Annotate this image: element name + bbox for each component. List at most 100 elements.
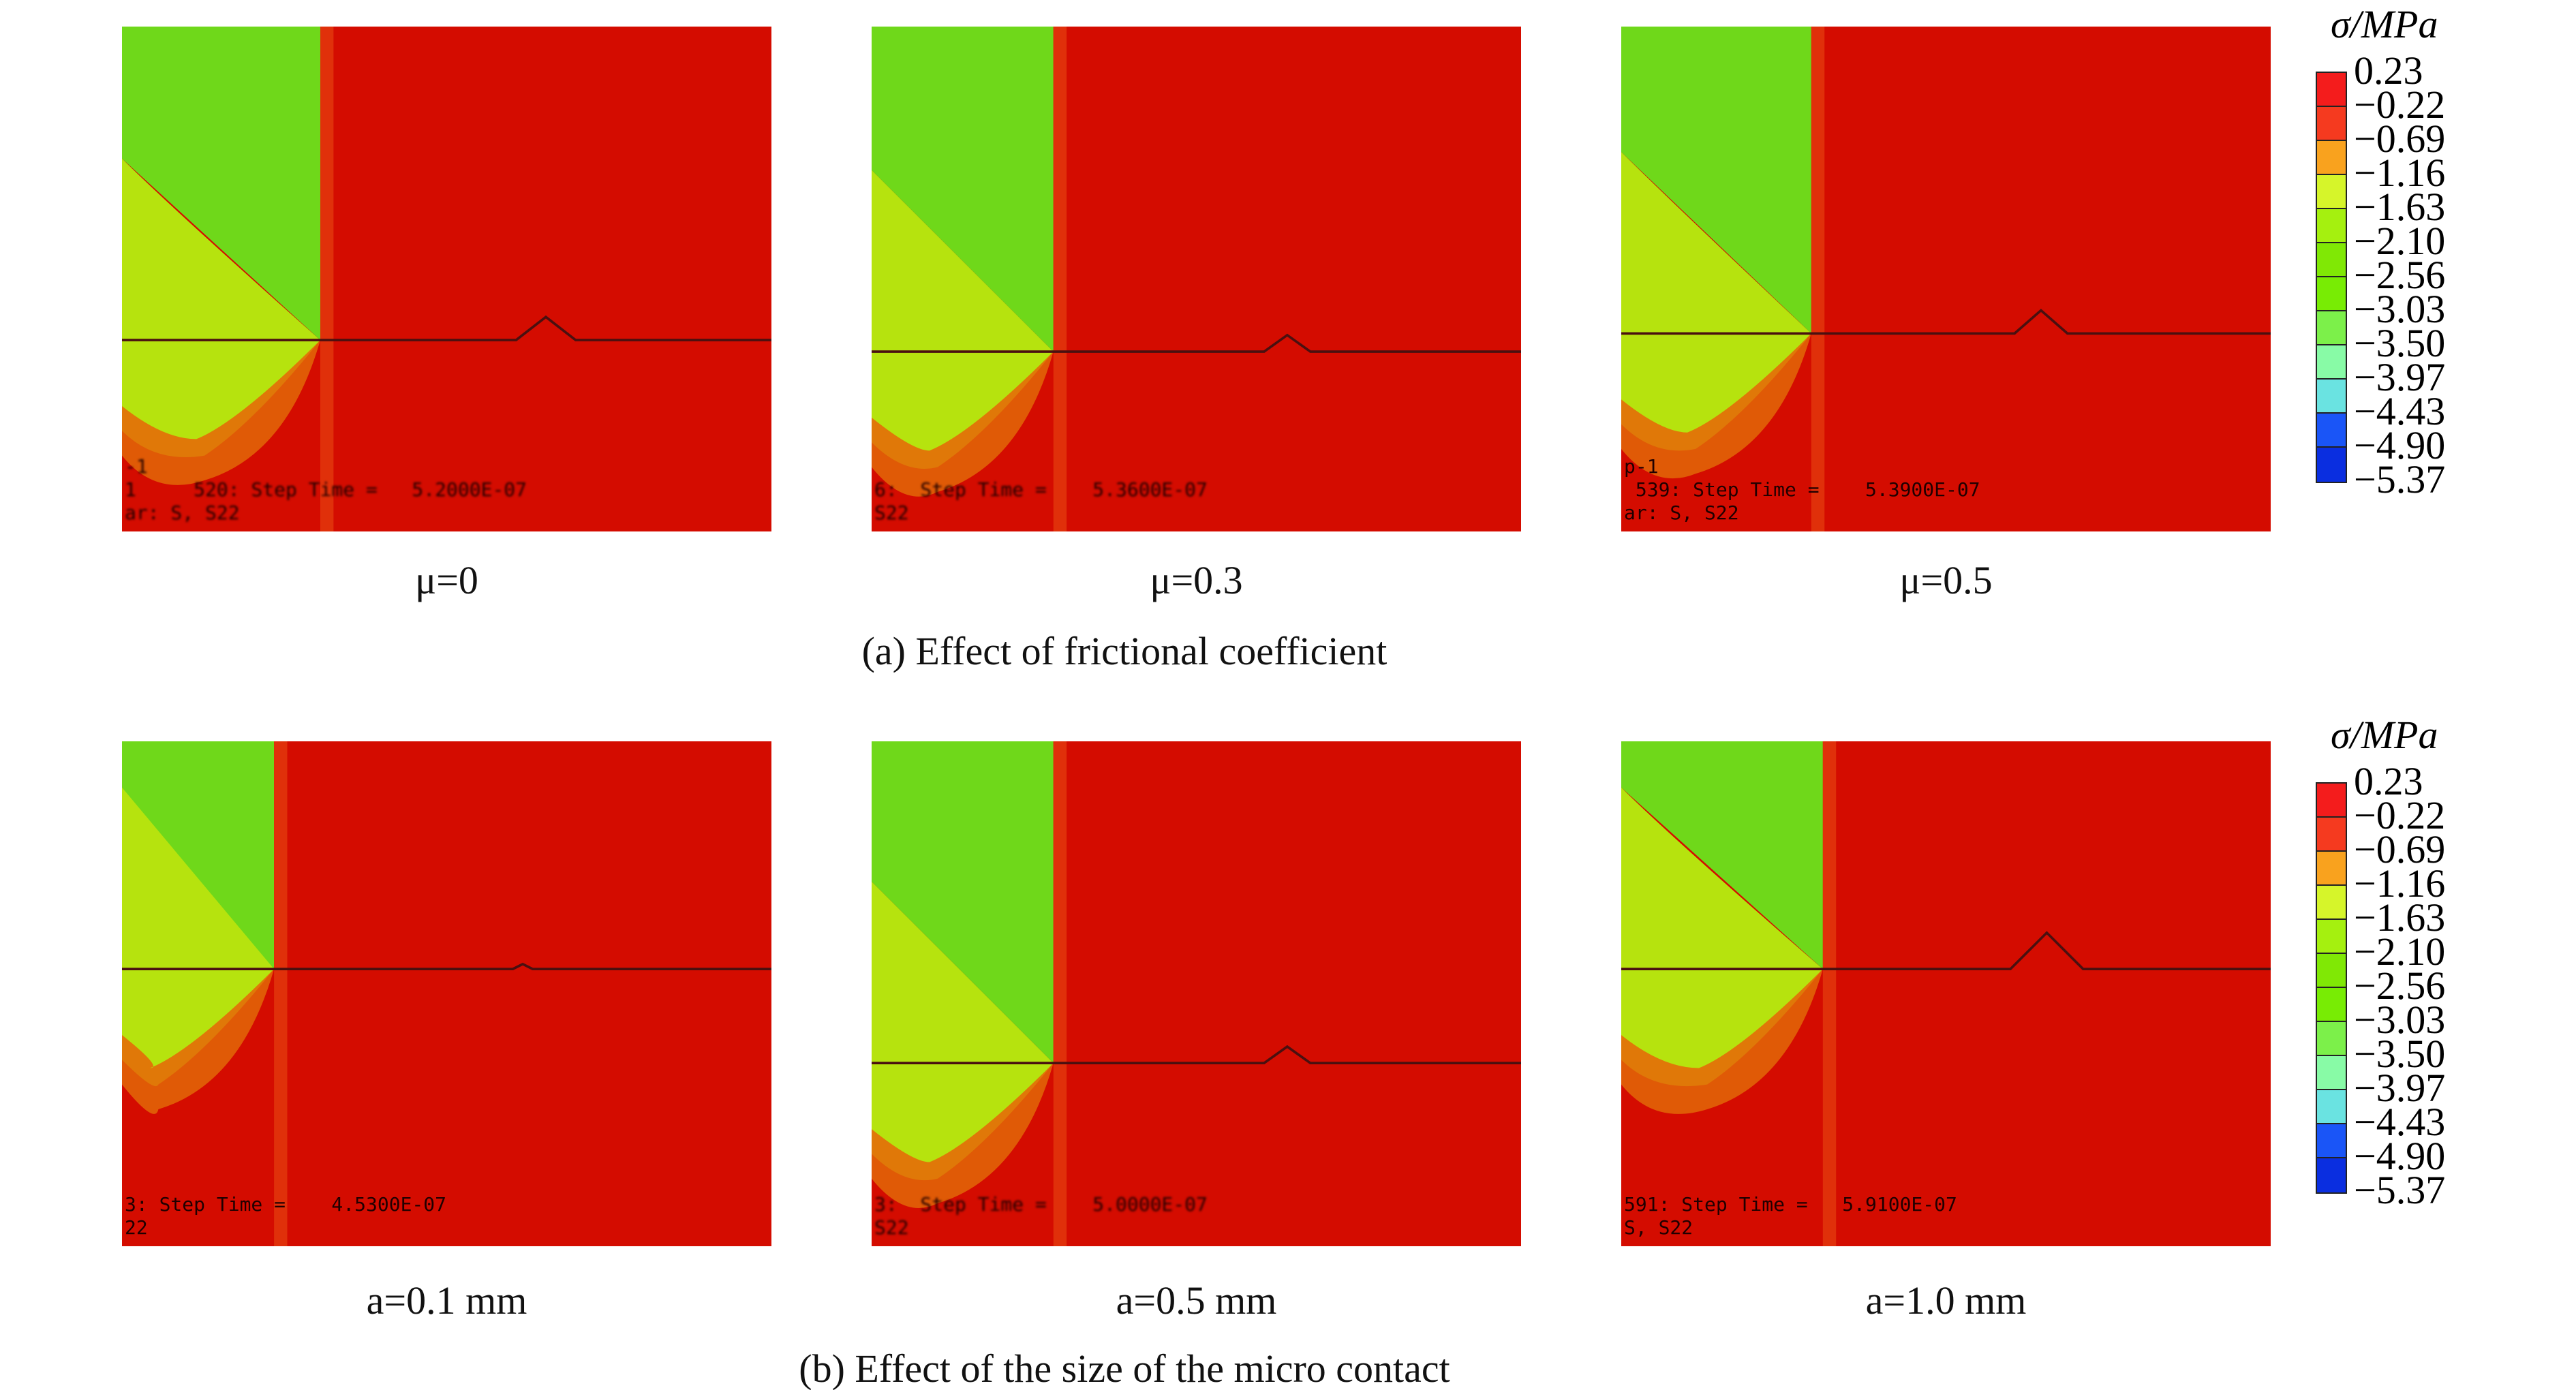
legend-swatch [2317,380,2346,414]
boundary-band [274,741,288,1246]
legend-tick-label: −2.10 [2354,929,2446,974]
step-time-line: 6: Step Time = 5.3600E-07 [874,478,1208,501]
punch-region [122,741,275,970]
step-time-line: -1 [125,455,148,478]
legend-swatch [2317,1056,2346,1090]
step-time-line: p-1 [1624,455,1659,478]
contact-interface-line [122,962,771,970]
panel-label: a=0.1 mm [366,1278,527,1323]
legend-tick-label: −1.16 [2354,861,2446,906]
legend-swatch [2317,345,2346,380]
step-time-line: 591: Step Time = 5.9100E-07 [1624,1193,1957,1216]
step-time-line: S, S22 [1624,1216,1693,1239]
step-time-annotation: 3: Step Time = 5.0000E-07 S22 [874,1170,1208,1239]
legend-swatch [2317,107,2346,141]
step-time-line: 1 520: Step Time = 5.2000E-07 [125,478,527,501]
color-legend: σ/MPa 0.23 −0.22 −0.69 −1.16 −1.63 −2.10 −2.56−… [2310,712,2576,1284]
stress-contour-plot: -1 1 520: Step Time = 5.2000E-07 ar: S, S2… [122,27,771,531]
legend-tick-label: −4.90 [2354,423,2446,467]
contact-interface-line [122,315,771,341]
legend-swatch [2317,988,2346,1022]
legend-tick-label: −4.90 [2354,1134,2446,1178]
color-legend: σ/MPa 0.23 −0.22 −0.69 −1.16 −1.63 −2.10 −2.56−… [2310,1,2576,574]
legend-swatch [2317,73,2346,107]
legend-title: σ/MPa [2331,2,2438,46]
legend-tick-label: −4.43 [2354,1100,2446,1144]
step-time-line [1624,1170,1957,1193]
legend-tick-label: −2.56 [2354,963,2446,1008]
panel-label: μ=0.3 [1150,558,1243,602]
stress-contour-plot: 6: Step Time = 5.3600E-07 S22 [872,27,1521,531]
punch-region [1621,27,1811,334]
stress-contour-plot: 3: Step Time = 5.0000E-07 S22 [872,741,1521,1246]
legend-tick-label: −0.22 [2354,793,2446,837]
panel-label: a=1.0 mm [1865,1278,2027,1323]
legend-tick-label: −0.22 [2354,82,2446,127]
step-time-line: 22 [125,1216,148,1239]
compression-wedge [122,158,320,439]
step-time-line [874,455,1208,478]
compression-wedge [1621,152,1811,433]
compression-wedge [872,170,1054,451]
row-caption: (a) Effect of frictional coefficient [861,629,1387,673]
boundary-band [1053,741,1067,1246]
legend-tick-label: −1.63 [2354,895,2446,940]
legend-tick-label: −0.69 [2354,827,2446,871]
legend-swatch [2317,243,2346,277]
panel-label: μ=0 [415,558,478,602]
step-time-line: S22 [874,501,909,524]
step-time-line [874,1170,1208,1193]
step-time-line: ar: S, S22 [1624,501,1739,524]
compression-wedge [872,881,1054,1162]
legend-tick-label: 0.23 [2354,759,2423,803]
legend-swatch [2317,209,2346,243]
legend-swatch [2317,1158,2346,1192]
legend-swatch [2317,852,2346,886]
step-time-line: 3: Step Time = 5.0000E-07 [874,1193,1208,1216]
stress-contour-plot: 3: Step Time = 4.5300E-07 22 [122,741,771,1246]
contact-interface-line [1621,309,2271,335]
legend-swatch [2317,886,2346,920]
row-caption: (b) Effect of the size of the micro cont… [799,1346,1450,1390]
step-time-annotation: 6: Step Time = 5.3600E-07 S22 [874,455,1208,525]
legend-tick-label: 0.23 [2354,48,2423,93]
punch-region [122,27,320,341]
stress-contour-plot: p-1 539: Step Time = 5.3900E-07 ar: S, S2… [1621,27,2271,531]
legend-tick-label: −2.56 [2354,253,2446,297]
legend-swatch [2317,1090,2346,1124]
legend-swatch [2317,448,2346,482]
step-time-line: S22 [874,1216,909,1239]
step-time-line: 539: Step Time = 5.3900E-07 [1624,478,1980,501]
legend-tick-label: −3.03 [2354,998,2446,1042]
legend-title: σ/MPa [2331,713,2438,757]
legend-swatch [2317,920,2346,954]
boundary-band [1053,27,1067,531]
legend-tick-label: −0.69 [2354,117,2446,161]
legend-tick-label: −3.97 [2354,355,2446,399]
compression-wedge [122,787,275,1068]
contact-interface-line [872,333,1521,353]
legend-colorbar [2316,72,2347,483]
legend-tick-label: −3.03 [2354,287,2446,331]
boundary-band [320,27,334,531]
legend-swatch [2317,1124,2346,1158]
legend-tick-label: −5.37 [2354,457,2446,501]
legend-colorbar [2316,782,2347,1194]
boundary-band [1811,27,1825,531]
punch-region [872,741,1054,1064]
legend-swatch [2317,311,2346,345]
compression-wedge [1621,787,1823,1068]
legend-swatch [2317,277,2346,311]
punch-region [872,27,1054,352]
legend-tick-label: −2.10 [2354,219,2446,263]
punch-region [1621,741,1823,970]
stress-contour-plot: 591: Step Time = 5.9100E-07 S, S22 [1621,741,2271,1246]
legend-swatch [2317,954,2346,988]
step-time-annotation: 3: Step Time = 4.5300E-07 22 [125,1170,446,1239]
step-time-annotation: 591: Step Time = 5.9100E-07 S, S22 [1624,1170,1957,1239]
step-time-annotation: -1 1 520: Step Time = 5.2000E-07 ar: S, S2… [125,455,527,525]
legend-tick-label: −3.50 [2354,321,2446,365]
legend-swatch [2317,818,2346,852]
legend-swatch [2317,141,2346,175]
